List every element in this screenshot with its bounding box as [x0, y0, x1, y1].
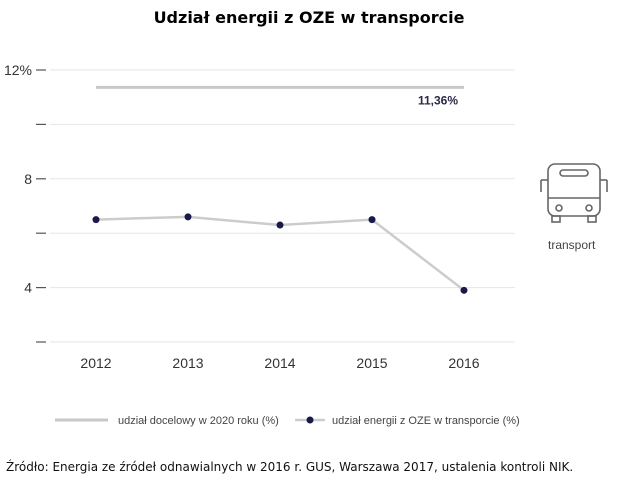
target-label: 11,36%	[418, 93, 458, 107]
legend-marker	[306, 416, 314, 424]
data-point	[184, 213, 192, 221]
data-point	[276, 221, 284, 229]
icon-label: transport	[548, 238, 596, 252]
y-tick-label: 8	[24, 171, 32, 187]
x-tick-label: 2014	[264, 355, 295, 371]
y-axis: 12% 8 4	[4, 62, 46, 343]
grid	[50, 69, 515, 343]
x-axis: 2012 2013 2014 2015 2016	[80, 355, 479, 371]
source-note: Źródło: Energia ze źródeł odnawialnych w…	[6, 460, 574, 474]
y-tick-label: 12%	[4, 62, 32, 78]
bus-icon	[538, 162, 608, 237]
data-point	[368, 216, 376, 224]
x-tick-label: 2015	[356, 355, 387, 371]
data-point	[92, 216, 100, 224]
legend-label-target: udział docelowy w 2020 roku (%)	[118, 415, 279, 427]
legend: udział docelowy w 2020 roku (%) udział en…	[55, 415, 520, 427]
legend-label-series: udział energii z OZE w transporcie (%)	[332, 415, 520, 427]
series-layer: 11,36%	[92, 85, 468, 294]
x-tick-label: 2012	[80, 355, 111, 371]
y-tick-label: 4	[24, 280, 32, 296]
x-tick-label: 2013	[172, 355, 203, 371]
chart-title: Udział energii z OZE w transporcie	[153, 8, 465, 27]
x-tick-label: 2016	[448, 355, 479, 371]
data-point	[460, 286, 468, 294]
